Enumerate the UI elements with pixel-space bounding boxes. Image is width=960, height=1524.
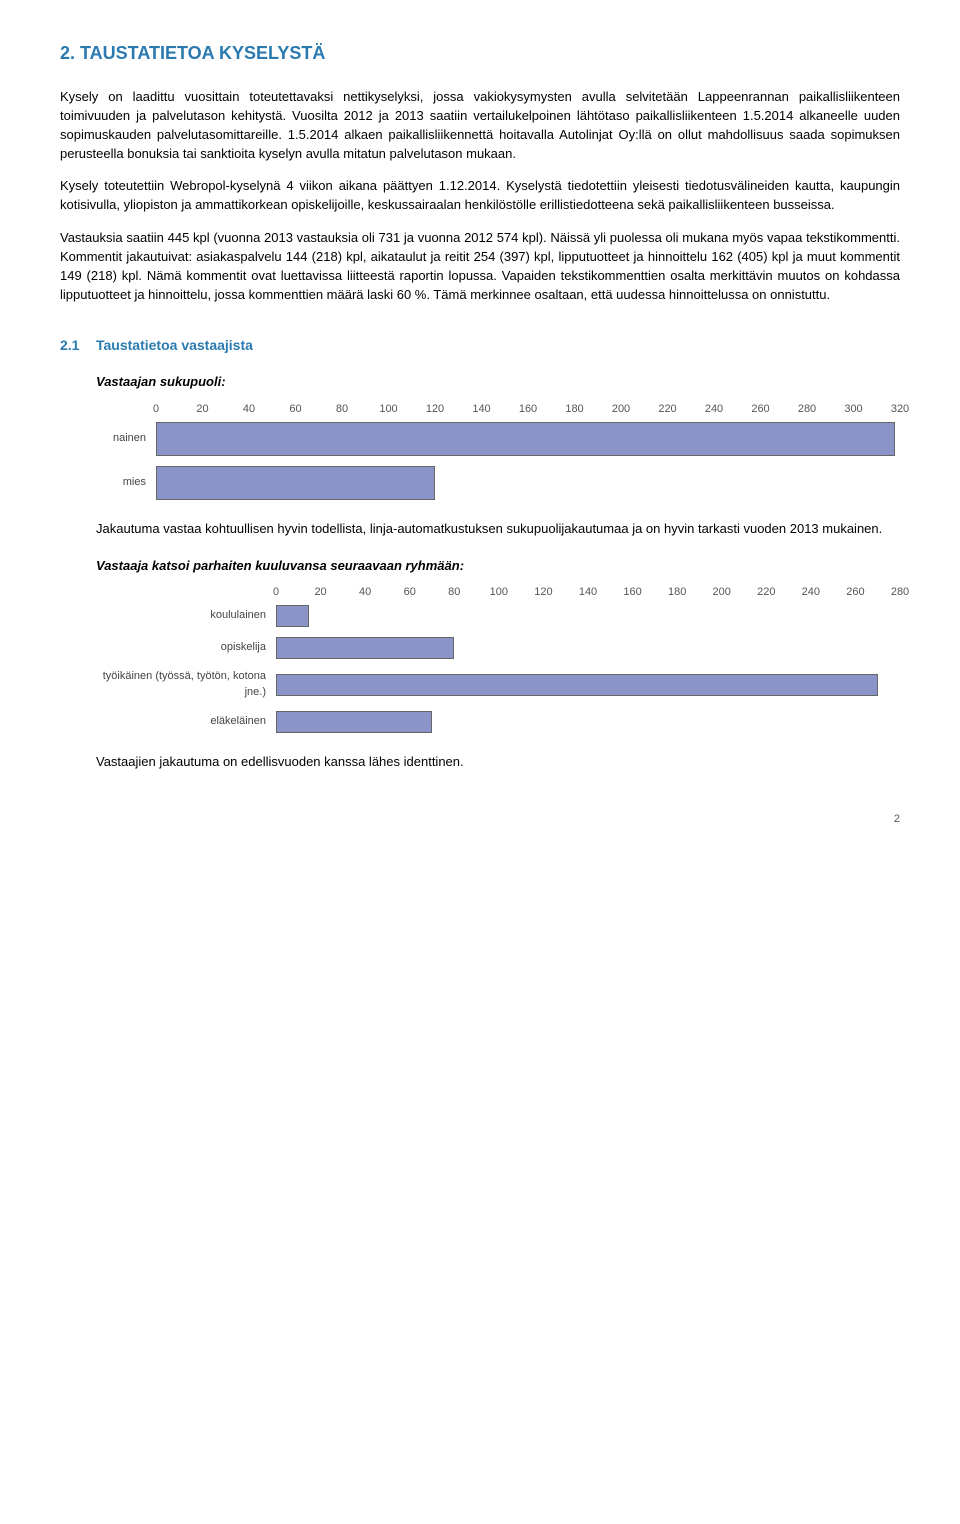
axis-tick: 100 (379, 402, 397, 418)
axis-tick: 60 (289, 402, 301, 418)
axis-tick: 300 (844, 402, 862, 418)
axis-tick: 220 (658, 402, 676, 418)
axis-tick: 180 (565, 402, 583, 418)
category-label: mies (96, 475, 156, 491)
axis-tick: 260 (846, 585, 864, 601)
axis-tick: 80 (336, 402, 348, 418)
chart-title: Vastaajan sukupuoli: (96, 373, 900, 392)
axis-tick: 260 (751, 402, 769, 418)
category-label: työikäinen (työssä, työtön, kotona jne.) (96, 669, 276, 701)
bar (276, 674, 878, 696)
axis-tick: 20 (196, 402, 208, 418)
group-chart: 020406080100120140160180200220240260280k… (96, 585, 900, 733)
axis-tick: 140 (472, 402, 490, 418)
axis-tick: 120 (534, 585, 552, 601)
section-heading: 2. TAUSTATIETOA KYSELYSTÄ (60, 40, 900, 66)
axis-tick: 200 (612, 402, 630, 418)
axis-tick: 140 (579, 585, 597, 601)
axis-tick: 0 (153, 402, 159, 418)
axis-tick: 280 (891, 585, 909, 601)
category-label: koululainen (96, 608, 276, 624)
category-label: opiskelija (96, 640, 276, 656)
axis-tick: 40 (243, 402, 255, 418)
axis-tick: 100 (490, 585, 508, 601)
body-paragraph: Vastauksia saatiin 445 kpl (vuonna 2013 … (60, 229, 900, 304)
gender-chart: 0 20 40 60 80 100 120 140 160 180 200 220 240 260 280 3… (96, 402, 900, 500)
axis-tick: 20 (314, 585, 326, 601)
axis-tick: 200 (713, 585, 731, 601)
axis-tick: 180 (668, 585, 686, 601)
chart-title: Vastaaja katsoi parhaiten kuuluvansa seu… (96, 557, 900, 576)
bar (276, 637, 454, 659)
subsection-number: 2.1 (60, 335, 96, 355)
page-number: 2 (60, 812, 900, 828)
axis-tick: 320 (891, 402, 909, 418)
bar (156, 422, 895, 456)
axis-tick: 60 (404, 585, 416, 601)
bar (276, 605, 309, 627)
body-paragraph: Kysely on laadittu vuosittain toteutetta… (60, 88, 900, 163)
bar (156, 466, 435, 500)
category-label: eläkeläinen (96, 714, 276, 730)
axis-tick: 80 (448, 585, 460, 601)
axis-tick: 280 (798, 402, 816, 418)
axis-tick: 240 (802, 585, 820, 601)
chart-axis: 0 20 40 60 80 100 120 140 160 180 200 220 240 260 280 3… (156, 402, 900, 418)
body-paragraph: Jakautuma vastaa kohtuullisen hyvin tode… (96, 520, 900, 539)
bar (276, 711, 432, 733)
category-label: nainen (96, 431, 156, 447)
axis-tick: 160 (519, 402, 537, 418)
body-paragraph: Kysely toteutettiin Webropol-kyselynä 4 … (60, 177, 900, 215)
axis-tick: 0 (273, 585, 279, 601)
subsection-heading: 2.1Taustatietoa vastaajista (60, 335, 900, 355)
axis-tick: 40 (359, 585, 371, 601)
axis-tick: 220 (757, 585, 775, 601)
axis-tick: 160 (623, 585, 641, 601)
body-paragraph: Vastaajien jakautuma on edellisvuoden ka… (96, 753, 900, 772)
subsection-title: Taustatietoa vastaajista (96, 337, 253, 353)
chart-axis: 020406080100120140160180200220240260280 (276, 585, 900, 601)
axis-tick: 120 (426, 402, 444, 418)
axis-tick: 240 (705, 402, 723, 418)
